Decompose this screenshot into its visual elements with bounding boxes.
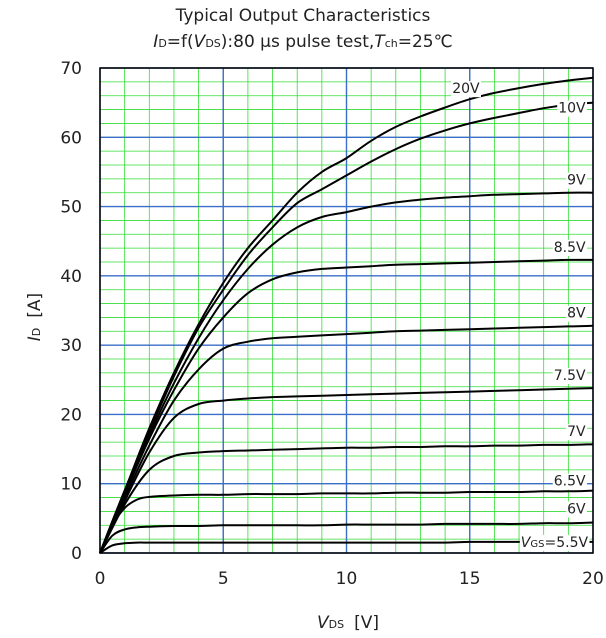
curve-line bbox=[99, 387, 594, 554]
curve-label-bg bbox=[566, 305, 588, 322]
curve-line bbox=[99, 76, 594, 554]
curve-line bbox=[99, 540, 593, 554]
x-tick-label: 0 bbox=[95, 569, 106, 589]
curve-label: 6V bbox=[567, 502, 586, 518]
chart-title: Typical Output Characteristics bbox=[175, 6, 431, 26]
curves bbox=[99, 76, 594, 554]
y-axis-label: ID[A] bbox=[25, 293, 45, 341]
curve-label: VGS=5.5V bbox=[521, 535, 589, 551]
y-axis-ticks: 0 10 20 30 40 50 60 70 bbox=[60, 59, 82, 564]
curve-label: 8V bbox=[567, 306, 586, 322]
curve-label-bg bbox=[557, 100, 588, 117]
curve-label: 6.5V bbox=[554, 474, 586, 490]
y-tick-label: 0 bbox=[71, 544, 82, 564]
x-tick-label: 15 bbox=[459, 569, 481, 589]
curve-label-bg bbox=[552, 473, 588, 490]
y-tick-label: 10 bbox=[60, 475, 82, 495]
x-tick-label: 20 bbox=[582, 569, 604, 589]
curve-line bbox=[99, 489, 594, 554]
y-tick-label: 40 bbox=[60, 267, 82, 287]
x-tick-label: 5 bbox=[218, 569, 229, 589]
curve-label: 9V bbox=[567, 173, 586, 189]
curve-label: 7.5V bbox=[554, 368, 586, 384]
curve-label-bg bbox=[566, 172, 588, 189]
curve-line bbox=[99, 443, 594, 554]
chart-subtitle: ID=f(VDS):80 µs pulse test,Tch=25℃ bbox=[153, 32, 453, 52]
curve-label-bg bbox=[552, 368, 588, 385]
curve-label: 7V bbox=[567, 424, 586, 440]
curve-label-bg bbox=[566, 424, 588, 441]
x-axis-label: VDS [V] bbox=[317, 613, 379, 633]
curve-line bbox=[99, 191, 594, 554]
curve-line bbox=[99, 258, 594, 554]
y-tick-label: 30 bbox=[60, 336, 82, 356]
y-tick-label: 20 bbox=[60, 405, 82, 425]
curve-label: 8.5V bbox=[554, 240, 586, 256]
curve-label-bg bbox=[552, 239, 588, 256]
curve-labels: 20V 10V 9V 8.5V 8V 7.5V 7V 6.5V 6V VGS=5.5V bbox=[451, 81, 590, 551]
x-tick-label: 10 bbox=[336, 569, 358, 589]
curve-label: 20V bbox=[452, 81, 480, 97]
y-tick-label: 70 bbox=[60, 59, 82, 79]
plot-frame bbox=[99, 67, 594, 554]
curve-label-bg bbox=[451, 81, 482, 98]
curve-line bbox=[99, 521, 594, 554]
x-axis-ticks: 0 5 10 15 20 bbox=[95, 569, 604, 589]
curve-line bbox=[99, 324, 594, 554]
curve-line bbox=[99, 101, 594, 554]
y-tick-label: 50 bbox=[60, 198, 82, 218]
curve-label-bg bbox=[519, 534, 590, 551]
curve-label-bg bbox=[566, 501, 588, 518]
curve-label: 10V bbox=[558, 101, 586, 117]
y-tick-label: 60 bbox=[60, 128, 82, 148]
